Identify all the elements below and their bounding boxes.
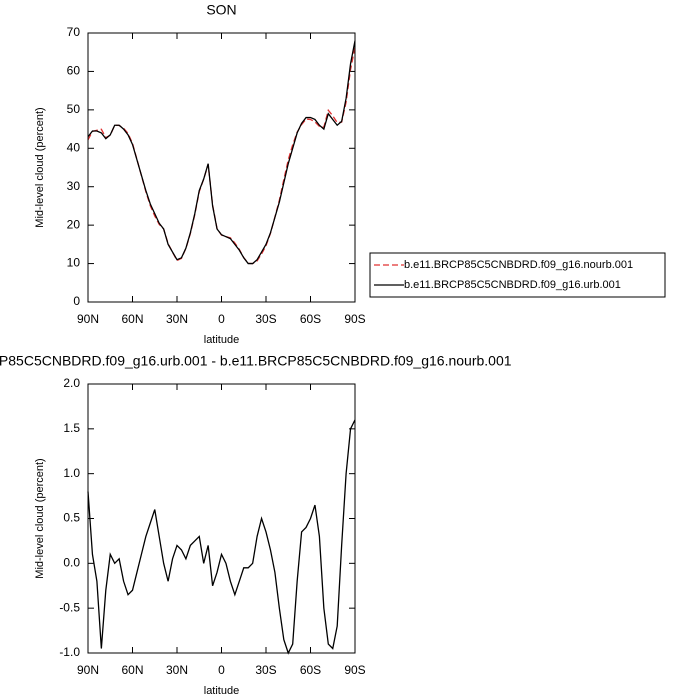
x-tick-label: 90S bbox=[344, 663, 365, 677]
y-tick-label: 30 bbox=[67, 179, 81, 193]
y-tick-label: -0.5 bbox=[59, 600, 80, 614]
y-tick-label: 40 bbox=[67, 140, 81, 154]
y-tick-label: 10 bbox=[67, 256, 81, 270]
y-tick-label: -1.0 bbox=[59, 645, 80, 659]
y-axis-label: Mid-level cloud (percent) bbox=[34, 107, 46, 227]
x-axis-label: latitude bbox=[204, 334, 239, 346]
y-tick-label: 1.0 bbox=[63, 466, 80, 480]
x-tick-label: 90S bbox=[344, 312, 365, 326]
chart-title: b.e11.BRCP85C5CNBDRD.f09_g16.urb.001 - b… bbox=[0, 353, 512, 369]
legend-box bbox=[369, 252, 666, 298]
legend-label: b.e11.BRCP85C5CNBDRD.f09_g16.urb.001 bbox=[404, 279, 621, 291]
y-tick-label: 60 bbox=[67, 64, 81, 78]
x-axis-label: latitude bbox=[204, 685, 239, 697]
x-tick-label: 30S bbox=[255, 663, 276, 677]
y-tick-label: 2.0 bbox=[63, 376, 80, 390]
x-tick-label: 60N bbox=[121, 663, 143, 677]
x-tick-label: 30N bbox=[166, 663, 188, 677]
y-tick-label: 50 bbox=[67, 102, 81, 116]
x-tick-label: 30S bbox=[255, 312, 276, 326]
x-tick-label: 60S bbox=[300, 312, 321, 326]
x-tick-label: 0 bbox=[218, 312, 225, 326]
x-tick-label: 90N bbox=[77, 663, 99, 677]
y-axis-label: Mid-level cloud (percent) bbox=[34, 458, 46, 578]
x-tick-label: 60N bbox=[121, 312, 143, 326]
plot-frame bbox=[87, 383, 356, 654]
x-tick-label: 90N bbox=[77, 312, 99, 326]
y-tick-label: 20 bbox=[67, 217, 81, 231]
plot-frame bbox=[87, 32, 356, 303]
y-tick-label: 1.5 bbox=[63, 421, 80, 435]
data-line bbox=[87, 419, 356, 655]
data-line bbox=[87, 40, 356, 265]
x-tick-label: 60S bbox=[300, 663, 321, 677]
chart-title: SON bbox=[206, 2, 236, 18]
data-line bbox=[87, 46, 356, 265]
x-tick-label: 0 bbox=[218, 663, 225, 677]
legend-label: b.e11.BRCP85C5CNBDRD.f09_g16.nourb.001 bbox=[404, 259, 633, 271]
y-tick-label: 0.5 bbox=[63, 511, 80, 525]
y-tick-label: 0 bbox=[73, 294, 80, 308]
y-tick-label: 0.0 bbox=[63, 556, 80, 570]
x-tick-label: 30N bbox=[166, 312, 188, 326]
y-tick-label: 70 bbox=[67, 25, 81, 39]
